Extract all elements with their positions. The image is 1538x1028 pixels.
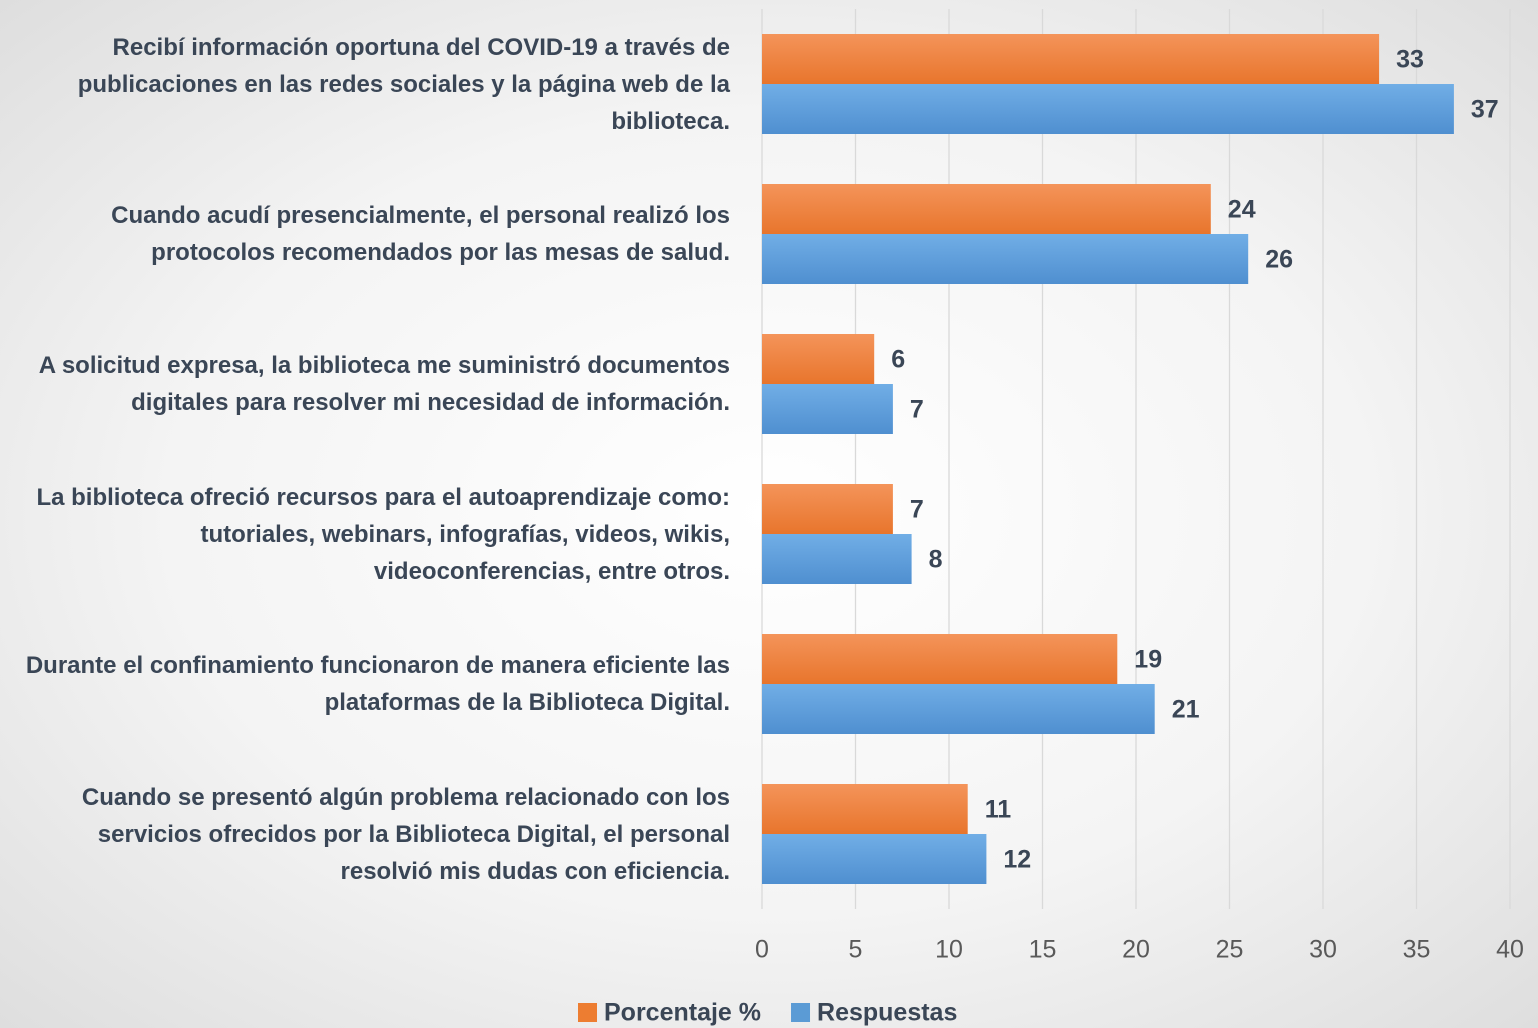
legend-label: Porcentaje % bbox=[604, 999, 761, 1027]
bar bbox=[762, 234, 1249, 284]
value-label: 37 bbox=[1471, 96, 1499, 124]
value-label: 19 bbox=[1134, 646, 1162, 674]
category-label: Recibí información oportuna del COVID-19… bbox=[77, 33, 730, 135]
value-label: 33 bbox=[1396, 46, 1424, 74]
x-tick-label: 15 bbox=[1029, 936, 1057, 964]
value-label: 26 bbox=[1265, 246, 1293, 274]
x-tick-label: 5 bbox=[849, 936, 863, 964]
legend-swatch bbox=[578, 1003, 597, 1022]
bar bbox=[762, 34, 1380, 84]
value-label: 8 bbox=[929, 546, 943, 574]
x-tick-label: 10 bbox=[935, 936, 963, 964]
bar bbox=[762, 784, 968, 834]
bar bbox=[762, 834, 987, 884]
value-label: 21 bbox=[1172, 696, 1200, 724]
legend-label: Respuestas bbox=[817, 999, 957, 1027]
value-label: 6 bbox=[891, 346, 905, 374]
bar bbox=[762, 84, 1454, 134]
x-tick-label: 0 bbox=[755, 936, 769, 964]
legend-swatch bbox=[791, 1003, 811, 1022]
category-label: A solicitud expresa, la biblioteca me su… bbox=[38, 352, 730, 416]
bar bbox=[762, 684, 1155, 734]
x-tick-label: 25 bbox=[1216, 936, 1244, 964]
category-label: Cuando se presentó algún problema relaci… bbox=[81, 783, 730, 885]
category-label: La biblioteca ofreció recursos para el a… bbox=[36, 483, 730, 585]
bar bbox=[762, 334, 875, 384]
value-label: 12 bbox=[1003, 846, 1031, 874]
bar bbox=[762, 484, 893, 534]
category-label: Cuando acudí presencialmente, el persona… bbox=[111, 202, 730, 266]
bar bbox=[762, 184, 1211, 234]
value-label: 7 bbox=[910, 396, 924, 424]
bar bbox=[762, 634, 1118, 684]
x-tick-label: 40 bbox=[1496, 936, 1524, 964]
x-tick-label: 30 bbox=[1309, 936, 1337, 964]
x-tick-label: 35 bbox=[1403, 936, 1431, 964]
value-label: 7 bbox=[910, 496, 924, 524]
bar bbox=[762, 384, 893, 434]
value-label: 11 bbox=[985, 796, 1012, 824]
category-label: Durante el confinamiento funcionaron de … bbox=[25, 652, 730, 716]
bar bbox=[762, 534, 912, 584]
x-tick-label: 20 bbox=[1122, 936, 1150, 964]
value-label: 24 bbox=[1228, 196, 1256, 224]
